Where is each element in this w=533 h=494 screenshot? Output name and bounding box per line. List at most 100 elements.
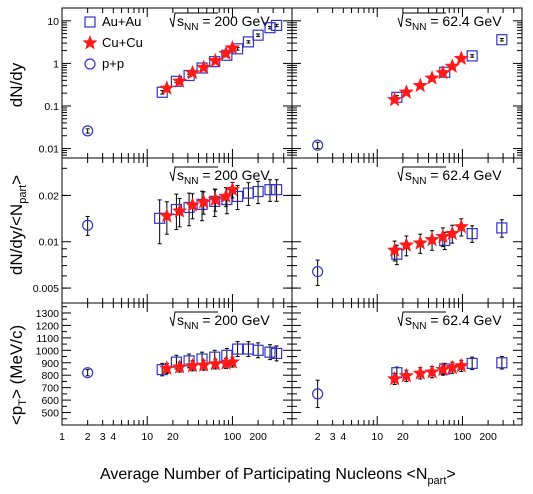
- data-point: [387, 370, 403, 386]
- y-tick-label: 700: [41, 383, 59, 395]
- y-tick-label: 0.1: [44, 101, 59, 113]
- panel-1: 0.01 0.1 1 10 sNN = 200 GeV Au+Au Cu+Cu p+p: [39, 7, 293, 159]
- data-point: [264, 346, 276, 358]
- data-point: [444, 58, 460, 73]
- x-tick-label: 4: [110, 431, 116, 443]
- data-point: [496, 222, 508, 234]
- x-tick-label: 200: [249, 431, 267, 443]
- energy-label: sNN = 62.4 GeV: [405, 13, 502, 33]
- energy-label: sNN = 200 GeV: [177, 167, 270, 187]
- data-point: [224, 39, 241, 55]
- data-point: [398, 84, 415, 99]
- data-point: [412, 77, 428, 93]
- data-point: [184, 357, 201, 373]
- energy-label-radical: [397, 311, 446, 327]
- data-point: [232, 343, 244, 355]
- data-point: [444, 225, 460, 241]
- data-point: [387, 91, 403, 107]
- data-point: [218, 355, 234, 370]
- energy-label: sNN = 62.4 GeV: [405, 167, 502, 187]
- data-point: [412, 365, 428, 380]
- data-point: [387, 242, 403, 257]
- data-point: [196, 194, 212, 209]
- series-cucu: [159, 39, 241, 95]
- panel-frame: [291, 302, 523, 426]
- data-point: [252, 185, 264, 198]
- y-tick-label: 0.01: [39, 237, 60, 249]
- data-point: [312, 388, 324, 400]
- data-point: [466, 50, 478, 62]
- data-point: [172, 359, 188, 374]
- data-point: [453, 218, 469, 234]
- x-tick-label: 10: [141, 431, 153, 443]
- row-title-dndy: dN/dy: [7, 62, 26, 107]
- energy-label-radical: [397, 166, 446, 182]
- row-title-mean-pt: <pT> (MeV/c): [7, 325, 29, 425]
- data-point: [224, 181, 241, 197]
- energy-label: sNN = 62.4 GeV: [405, 312, 502, 332]
- data-point: [496, 34, 508, 46]
- data-point: [466, 227, 478, 240]
- data-point: [435, 228, 451, 244]
- data-point: [264, 184, 276, 196]
- x-tick-label: 2: [85, 431, 91, 443]
- data-point: [496, 357, 508, 369]
- data-point: [207, 52, 223, 68]
- y-tick-label: 800: [41, 370, 59, 382]
- y-tick-label: 0.005: [33, 283, 59, 295]
- data-point: [172, 73, 188, 88]
- data-point: [271, 184, 283, 196]
- x-tick-label: 2: [315, 431, 321, 443]
- panel-6: 2 3 4 10 20 100 200 sNN = 62.4 GeV: [291, 302, 523, 443]
- series-pp: [82, 125, 94, 137]
- series-pp: [82, 215, 94, 236]
- series-pp: [312, 379, 324, 409]
- data-point: [271, 19, 283, 32]
- y-tick-label: 10: [47, 16, 59, 28]
- data-point: [159, 207, 175, 223]
- legend: Au+Au Cu+Cu p+p: [82, 14, 143, 71]
- x-axis-title: Average Number of Participating Nucleons…: [100, 466, 456, 487]
- data-point: [159, 360, 175, 375]
- data-point: [398, 367, 415, 383]
- panel-4: sNN = 62.4 GeV: [291, 157, 523, 304]
- data-point: [453, 50, 469, 66]
- data-point: [453, 357, 469, 373]
- legend-marker: [84, 58, 96, 70]
- data-point: [207, 191, 223, 207]
- series-auau: [391, 219, 508, 266]
- x-tick-label: 20: [167, 431, 179, 443]
- y-tick-label: 500: [41, 408, 59, 420]
- energy-label-radical: [169, 166, 218, 182]
- y-tick-label: 1100: [36, 333, 59, 345]
- series-pp: [312, 259, 324, 286]
- data-point: [412, 235, 428, 250]
- series-auau: [154, 179, 283, 245]
- x-tick-label: 100: [224, 431, 242, 443]
- panel-2: sNN = 62.4 GeV: [291, 7, 523, 159]
- legend-label: Cu+Cu: [102, 35, 143, 50]
- data-point: [172, 203, 188, 218]
- legend-label: Au+Au: [102, 14, 141, 29]
- energy-label-radical: [397, 12, 446, 28]
- data-point: [82, 367, 94, 379]
- data-point: [264, 22, 276, 34]
- data-point: [207, 356, 223, 371]
- series-cucu: [159, 354, 241, 375]
- data-point: [82, 219, 94, 231]
- data-point: [444, 359, 460, 375]
- panel-frame: [291, 7, 523, 159]
- energy-label: sNN = 200 GeV: [177, 312, 270, 332]
- energy-label: sNN = 200 GeV: [177, 13, 270, 33]
- data-point: [184, 197, 201, 212]
- panel-3: 0.005 0.01 0.02 sNN = 200 GeV: [33, 157, 293, 304]
- data-point: [82, 125, 94, 137]
- data-point: [398, 237, 415, 252]
- series-cucu: [387, 218, 469, 262]
- x-tick-label: 10: [371, 431, 383, 443]
- x-tick-label: 100: [454, 431, 472, 443]
- series-cucu: [387, 50, 469, 107]
- y-tick-label: 1300: [36, 308, 60, 320]
